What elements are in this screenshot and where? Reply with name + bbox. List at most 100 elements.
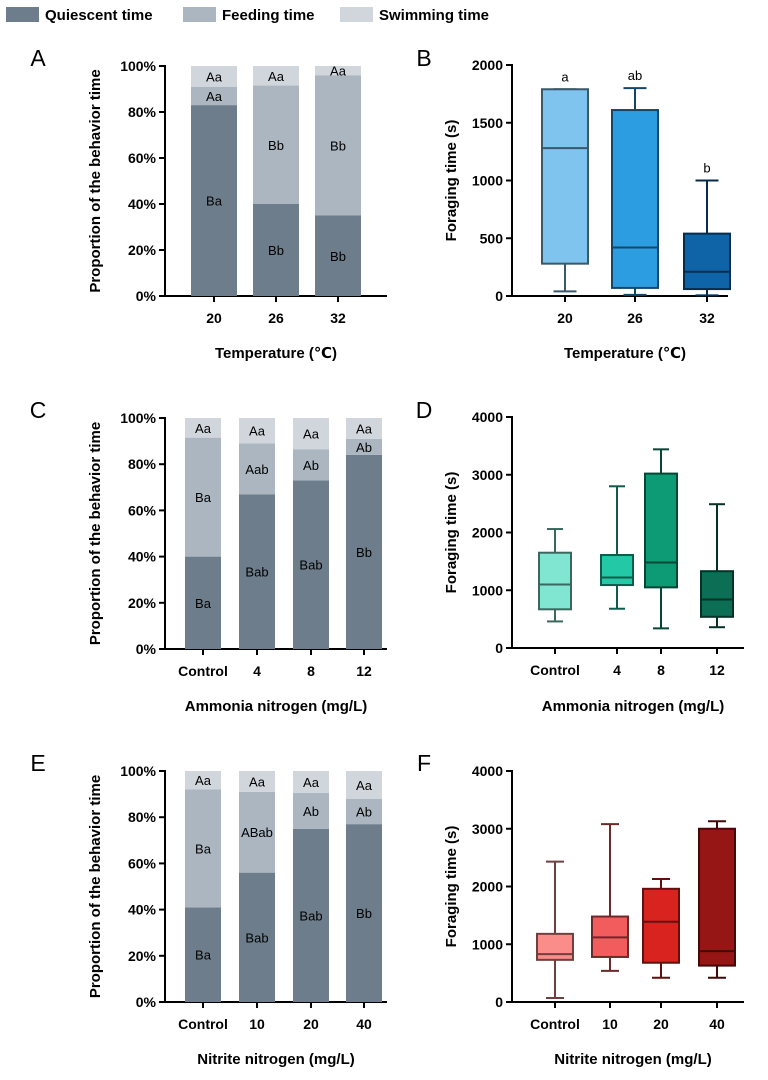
- segment-label: Aa: [206, 89, 223, 104]
- x-tick-label: 32: [330, 310, 346, 326]
- segment-label: Bb: [268, 138, 284, 153]
- box-0: [541, 88, 589, 293]
- y-axis-title: Foraging time (s): [443, 826, 460, 948]
- segment-label: Aab: [245, 462, 268, 477]
- x-tick-label: 8: [307, 663, 315, 679]
- y-axis-title: Foraging time (s): [443, 472, 460, 594]
- panel-letter: E: [30, 750, 45, 776]
- panel-e: E 0% 20% 40% 60% 80% 100% Control 10 20 40 Proporti…: [30, 750, 387, 1068]
- bar-segment: [185, 556, 221, 649]
- box-body: [700, 570, 734, 618]
- segment-label: Aa: [249, 424, 266, 439]
- panel-letter: A: [30, 45, 46, 71]
- legend-swatch: [6, 7, 39, 22]
- box-body: [611, 109, 659, 289]
- y-tick-label: 0%: [136, 288, 157, 304]
- y-tick-label: 2000: [472, 525, 503, 541]
- y-tick-label: 2000: [472, 879, 503, 895]
- segment-label: Bab: [245, 930, 268, 945]
- segment-label: Aa: [206, 69, 223, 84]
- bar-segment: [315, 66, 361, 76]
- bar-segment: [239, 443, 275, 495]
- y-tick-label: 1500: [472, 115, 503, 131]
- box-1: [611, 87, 659, 296]
- box-body: [698, 827, 736, 967]
- segment-label: Aa: [249, 774, 266, 789]
- y-axis-title: Proportion of the behavior time: [87, 775, 104, 998]
- x-tick-label: 40: [356, 1016, 372, 1032]
- bar-segment: [239, 872, 275, 1002]
- x-tick-label: 8: [657, 662, 665, 678]
- x-tick-label: 32: [699, 310, 715, 326]
- x-tick-label: 20: [557, 310, 573, 326]
- x-axis-title: Temperature (℃): [564, 345, 686, 362]
- y-tick-label: 40%: [128, 549, 157, 565]
- segment-label: Aa: [303, 427, 320, 442]
- x-tick-label: 26: [268, 310, 284, 326]
- y-tick-label: 4000: [472, 763, 503, 779]
- x-tick-label: 12: [356, 663, 372, 679]
- x-tick-label: 4: [613, 662, 621, 678]
- segment-label: Ab: [356, 440, 372, 455]
- y-tick-label: 100%: [120, 410, 156, 426]
- legend-swatch: [183, 7, 216, 22]
- x-axis-title: Ammonia nitrogen (mg/L): [542, 698, 725, 715]
- box-1: [591, 823, 629, 972]
- bar-segment: [239, 494, 275, 649]
- segment-label: Aa: [303, 775, 320, 790]
- box-1: [600, 485, 634, 610]
- y-tick-label: 2000: [472, 57, 503, 73]
- x-axis-title: Nitrite nitrogen (mg/L): [197, 1051, 355, 1068]
- y-tick-label: 100%: [120, 763, 156, 779]
- legend-swatch: [340, 7, 373, 22]
- x-tick-label: 20: [206, 310, 222, 326]
- legend-label: Swimming time: [379, 7, 489, 24]
- bar-segment: [293, 418, 329, 450]
- segment-label: Ab: [356, 804, 372, 819]
- y-tick-label: 0%: [136, 994, 157, 1010]
- bar-segment: [293, 449, 329, 481]
- bar-segment: [239, 771, 275, 792]
- segment-label: Bb: [356, 545, 372, 560]
- x-tick-label: 26: [627, 310, 643, 326]
- box-3: [698, 820, 736, 979]
- segment-label: Aa: [195, 773, 212, 788]
- bar-segment: [253, 85, 299, 204]
- legend: Quiescent time Feeding time Swimming time: [6, 7, 489, 24]
- legend-label: Quiescent time: [45, 7, 153, 24]
- box-body: [683, 232, 731, 291]
- bar-segment: [293, 792, 329, 829]
- box-body: [600, 554, 634, 587]
- bar-segment: [191, 86, 237, 106]
- x-tick-label: 4: [253, 663, 261, 679]
- box-2: [644, 448, 678, 630]
- y-tick-label: 0%: [136, 641, 157, 657]
- x-axis-title: Nitrite nitrogen (mg/L): [554, 1051, 712, 1068]
- y-tick-label: 4000: [472, 409, 503, 425]
- box-body: [644, 472, 678, 589]
- bar-segment: [346, 438, 382, 455]
- y-tick-label: 40%: [128, 196, 157, 212]
- significance-label: a: [561, 69, 569, 84]
- x-tick-label: 20: [653, 1016, 669, 1032]
- segment-label: ABab: [241, 825, 273, 840]
- segment-label: Bb: [356, 906, 372, 921]
- box-3: [700, 503, 734, 629]
- bar-segment: [315, 215, 361, 296]
- segment-label: Ba: [195, 596, 212, 611]
- y-tick-label: 20%: [128, 242, 157, 258]
- panel-c: C 0% 20% 40% 60% 80% 100% Control 4 8 12 Proportion…: [30, 397, 387, 715]
- y-tick-label: 60%: [128, 855, 157, 871]
- y-tick-label: 1000: [472, 936, 503, 952]
- x-tick-label: 20: [303, 1016, 319, 1032]
- segment-label: Aa: [268, 69, 285, 84]
- box-body: [642, 887, 680, 964]
- box-body: [536, 932, 574, 961]
- panel-letter: F: [417, 750, 431, 776]
- bar-segment: [253, 66, 299, 86]
- segment-label: Aa: [356, 778, 373, 793]
- segment-label: Bb: [330, 138, 346, 153]
- bar-segment: [185, 437, 221, 557]
- y-axis-title: Proportion of the behavior time: [87, 422, 104, 645]
- x-tick-label: Control: [530, 1016, 580, 1032]
